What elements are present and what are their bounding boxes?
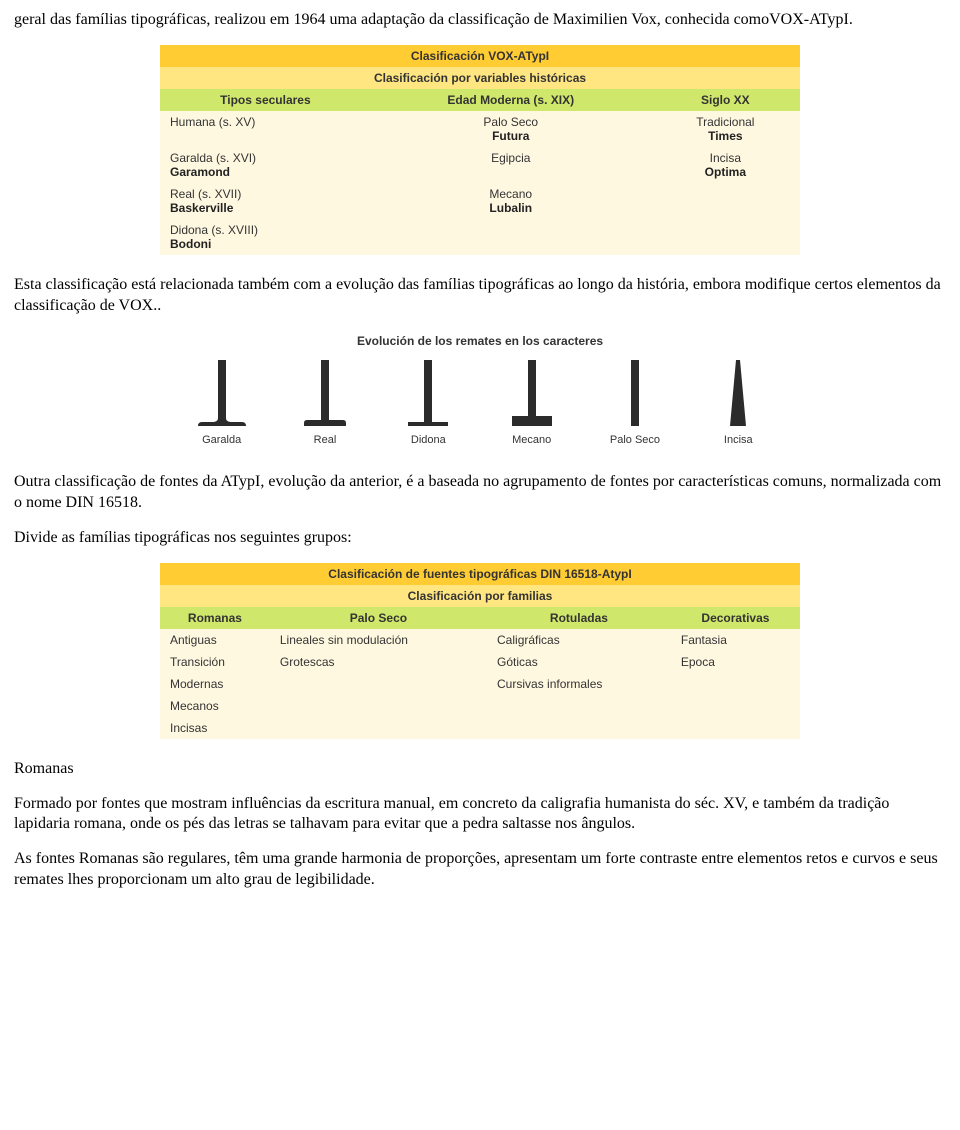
paragraph: As fontes Romanas são regulares, têm uma… (14, 849, 946, 891)
table3-header: Decorativas (671, 607, 800, 629)
table1-title: Clasificación VOX-ATypI (160, 45, 800, 67)
paragraph-intro: geral das famílias tipográficas, realizo… (14, 10, 946, 31)
table3-cell: Lineales sin modulación (270, 629, 487, 651)
table1-cell: Palo Seco (381, 115, 641, 129)
table3-cell (671, 717, 800, 739)
table1-cell: Garalda (s. XVI) (170, 151, 361, 165)
table1-cell-bold: Optima (661, 165, 790, 179)
serif-sample: Didona (383, 358, 473, 446)
table3-cell (270, 695, 487, 717)
table1-cell-bold: Bodoni (170, 237, 361, 251)
serif-label: Real (314, 434, 337, 446)
table1-cell-bold: Futura (381, 129, 641, 143)
table3-cell: Caligráficas (487, 629, 671, 651)
table1-cell-bold: Baskerville (170, 201, 361, 215)
table3-cell (671, 695, 800, 717)
serif-sample: Real (280, 358, 370, 446)
serif-label: Didona (411, 434, 446, 446)
section-heading-romanas: Romanas (14, 759, 946, 780)
table3-cell: Incisas (160, 717, 270, 739)
table1-cell-bold: Lubalin (381, 201, 641, 215)
din16518-table-wrap: Clasificación de fuentes tipográficas DI… (14, 563, 946, 739)
paragraph: Formado por fontes que mostram influênci… (14, 794, 946, 836)
serif-sample: Mecano (487, 358, 577, 446)
serif-sample: Incisa (693, 358, 783, 446)
table3-header: Palo Seco (270, 607, 487, 629)
serif-label: Mecano (512, 434, 551, 446)
vox-atypi-table-wrap: Clasificación VOX-ATypI Clasificación po… (14, 45, 946, 255)
table3-cell (270, 717, 487, 739)
table1-cell: Egipcia (381, 151, 641, 165)
table1-header: Edad Moderna (s. XIX) (371, 89, 651, 111)
serif-sample: Palo Seco (590, 358, 680, 446)
paragraph: Esta classificação está relacionada tamb… (14, 275, 946, 317)
serif-incisa-icon (714, 358, 762, 428)
table3-title: Clasificación de fuentes tipográficas DI… (160, 563, 800, 585)
table3-cell: Cursivas informales (487, 673, 671, 695)
serif-evolution-figure: Evolución de los remates en los caracter… (14, 330, 946, 452)
table3-cell: Fantasia (671, 629, 800, 651)
din16518-table: Clasificación de fuentes tipográficas DI… (160, 563, 800, 739)
table1-cell: Humana (s. XV) (170, 115, 361, 129)
table3-cell (487, 695, 671, 717)
serif-figure-title: Evolución de los remates en los caracter… (160, 330, 800, 358)
serif-didona-icon (404, 358, 452, 428)
table1-cell: Tradicional (661, 115, 790, 129)
table1-cell-bold: Times (661, 129, 790, 143)
table3-cell: Transición (160, 651, 270, 673)
table3-cell: Epoca (671, 651, 800, 673)
table1-subtitle: Clasificación por variables históricas (160, 67, 800, 89)
serif-mecano-icon (508, 358, 556, 428)
table1-cell: Mecano (381, 187, 641, 201)
serif-sample: Garalda (177, 358, 267, 446)
table3-cell (487, 717, 671, 739)
table1-cell: Real (s. XVII) (170, 187, 361, 201)
table1-cell: Didona (s. XVIII) (170, 223, 361, 237)
table1-cell-bold: Garamond (170, 165, 361, 179)
table3-header: Rotuladas (487, 607, 671, 629)
serif-label: Incisa (724, 434, 753, 446)
table1-header: Tipos seculares (160, 89, 371, 111)
table1-header: Siglo XX (651, 89, 800, 111)
table3-header: Romanas (160, 607, 270, 629)
serif-label: Palo Seco (610, 434, 660, 446)
table3-cell: Modernas (160, 673, 270, 695)
serif-label: Garalda (202, 434, 241, 446)
serif-garalda-icon (198, 358, 246, 428)
serif-real-icon (301, 358, 349, 428)
serif-paloseco-icon (611, 358, 659, 428)
table3-cell (671, 673, 800, 695)
table3-cell: Antiguas (160, 629, 270, 651)
table3-subtitle: Clasificación por familias (160, 585, 800, 607)
table3-cell: Mecanos (160, 695, 270, 717)
paragraph: Outra classificação de fontes da ATypI, … (14, 472, 946, 514)
table3-cell: Góticas (487, 651, 671, 673)
vox-atypi-table: Clasificación VOX-ATypI Clasificación po… (160, 45, 800, 255)
table3-cell: Grotescas (270, 651, 487, 673)
paragraph: Divide as famílias tipográficas nos segu… (14, 528, 946, 549)
table1-cell: Incisa (661, 151, 790, 165)
table3-cell (270, 673, 487, 695)
